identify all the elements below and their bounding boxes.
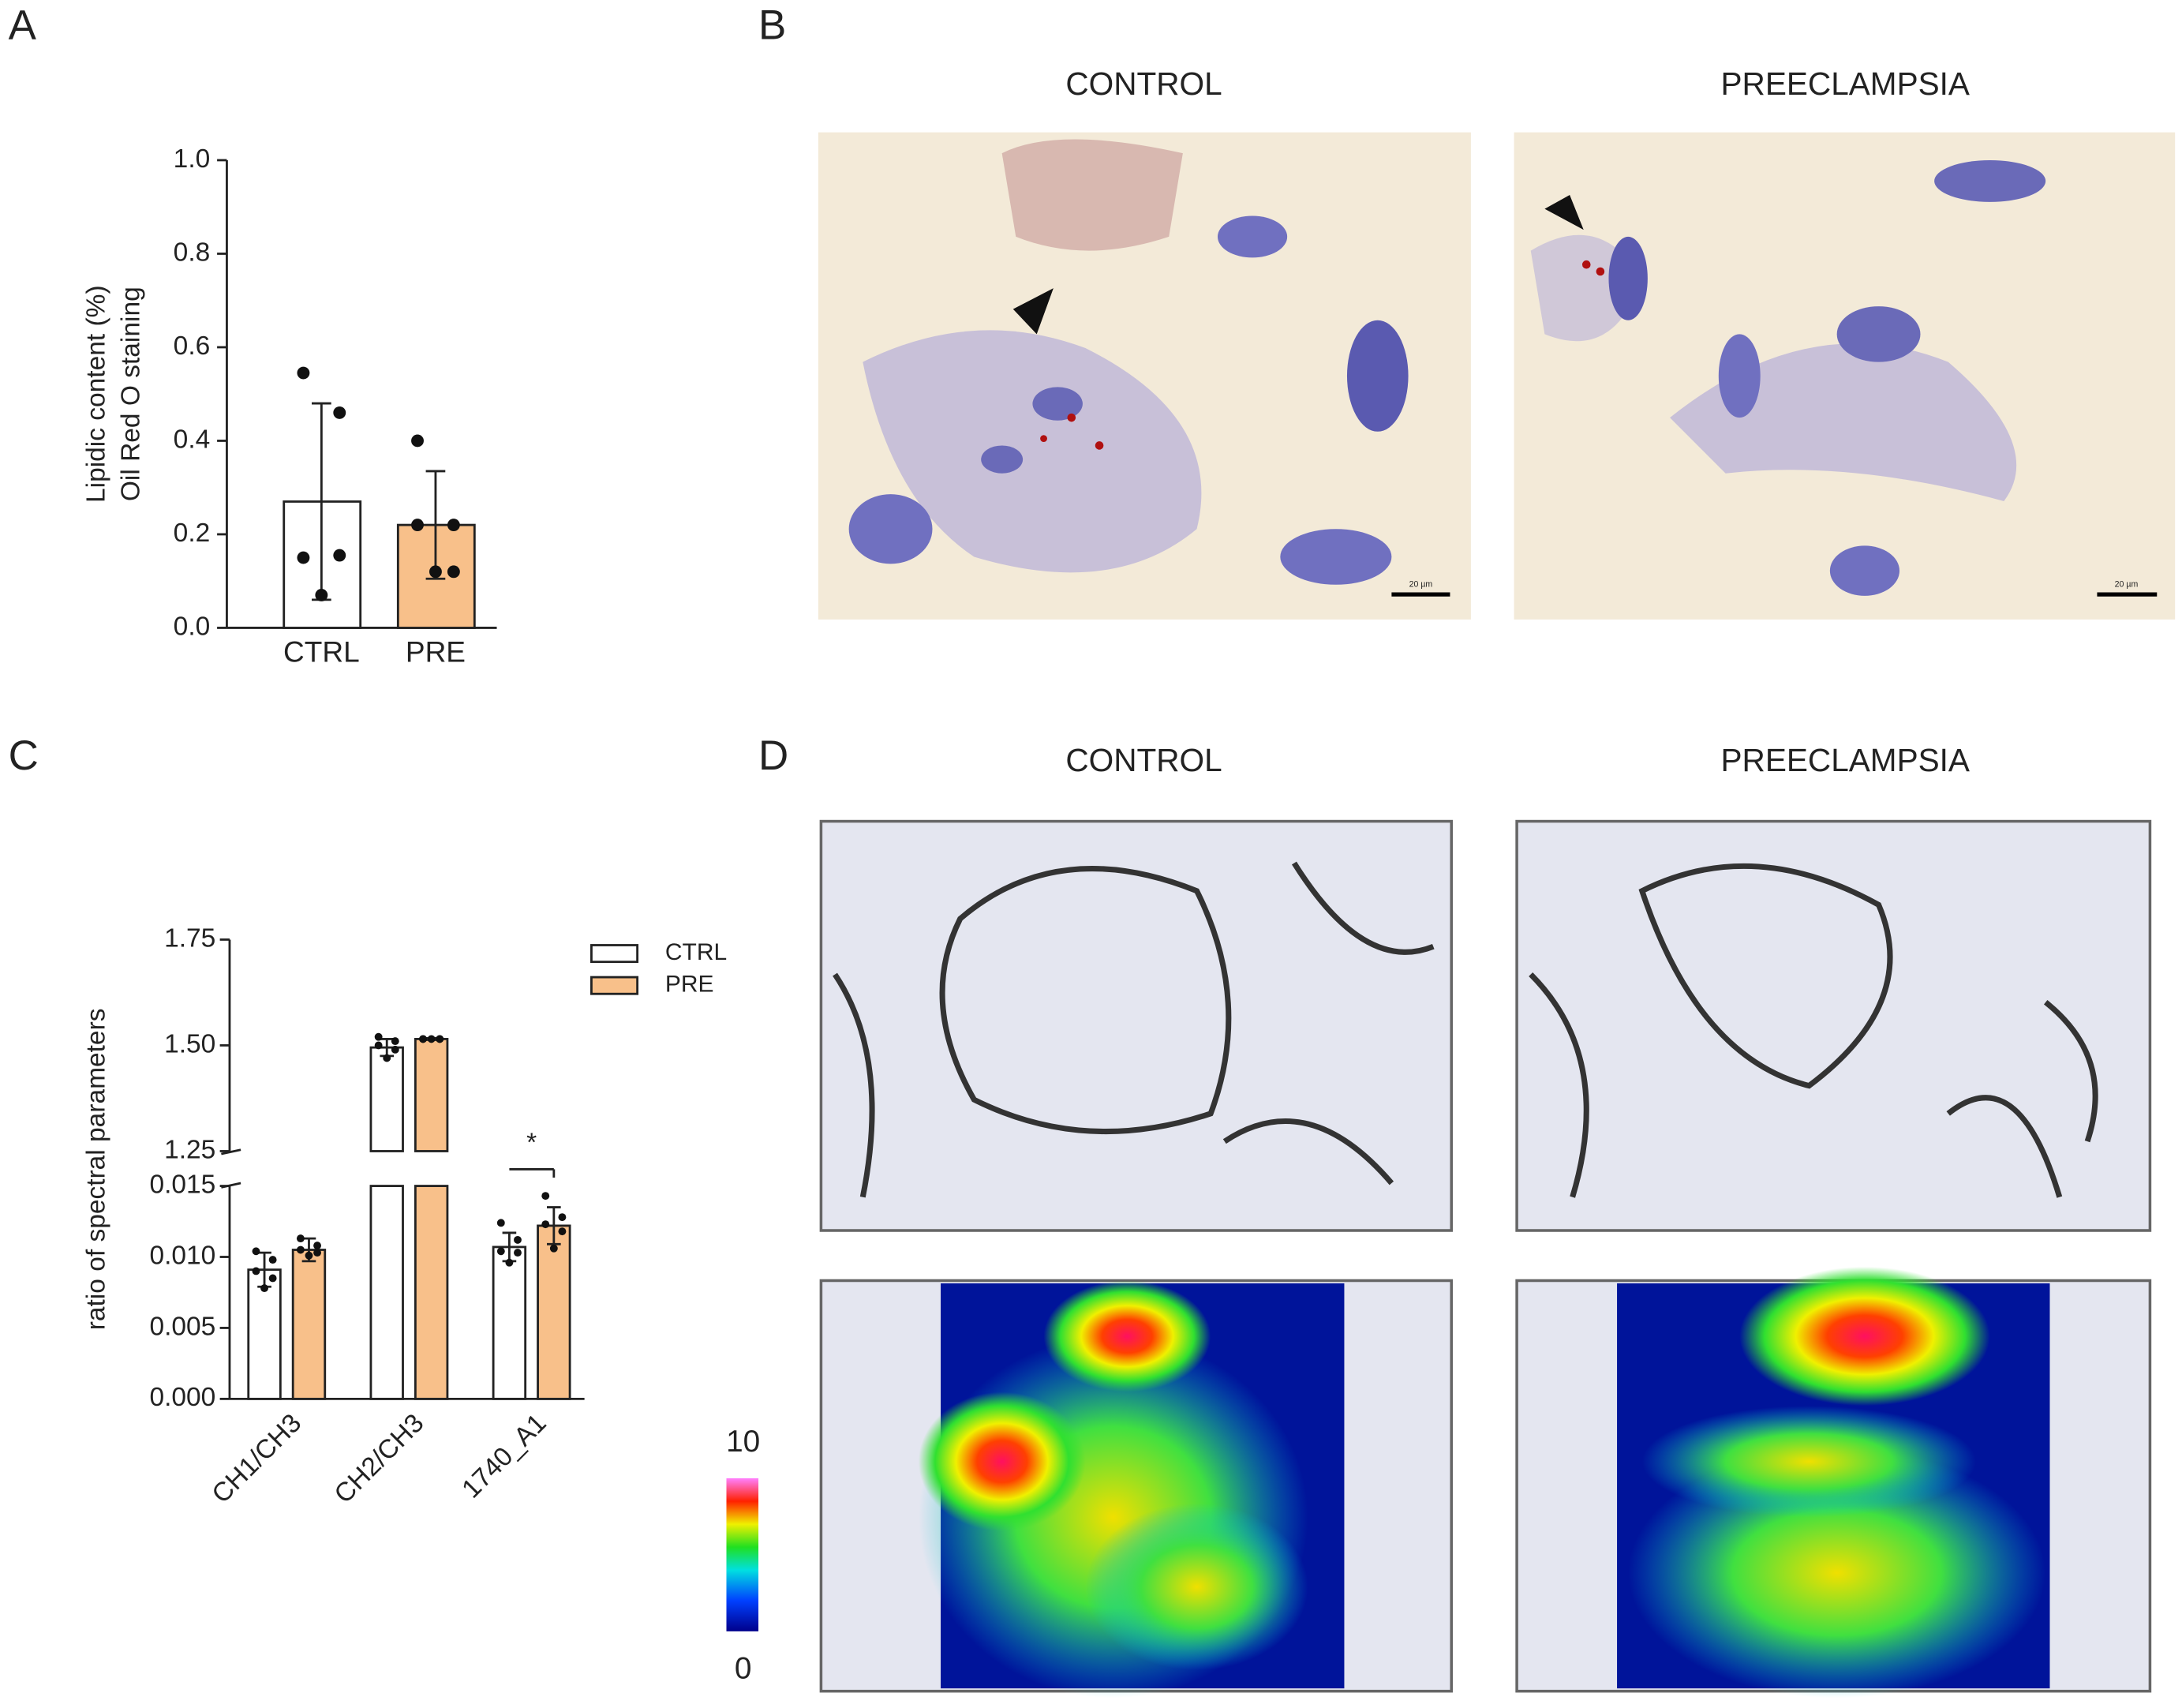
y-tick-label: 0.000 — [149, 1383, 215, 1412]
legend-swatch — [590, 976, 639, 995]
data-point — [505, 1258, 514, 1267]
x-tick-label: 1740_A1 — [457, 1409, 552, 1504]
data-point — [313, 1242, 321, 1250]
data-point — [411, 519, 424, 532]
data-point — [333, 406, 346, 419]
data-point — [333, 549, 346, 562]
x-tick-label: CH2/CH3 — [329, 1409, 430, 1510]
y-tick-label: 0.0 — [174, 612, 211, 641]
data-point — [514, 1235, 522, 1244]
legend-label: PRE — [665, 972, 714, 998]
y-tick-label: 0.4 — [174, 425, 211, 454]
axis-break — [221, 1182, 241, 1189]
colorbar-label: 0 — [735, 1651, 752, 1685]
data-point — [419, 1035, 428, 1043]
bar — [369, 1185, 404, 1400]
data-point — [252, 1267, 260, 1275]
scale-bar-label: 20 µm — [2115, 580, 2139, 590]
image-title: CONTROL — [1065, 742, 1222, 778]
data-point — [391, 1037, 399, 1046]
bar — [414, 1185, 449, 1400]
significance-label: * — [526, 1129, 537, 1158]
x-tick-label: CTRL — [283, 635, 360, 669]
data-point — [374, 1032, 383, 1041]
data-point — [268, 1274, 277, 1283]
panel-label: D — [758, 732, 788, 779]
y-tick-label: 0.010 — [149, 1241, 215, 1270]
y-tick-label: 1.0 — [174, 144, 211, 174]
image-title: PREECLAMPSIA — [1721, 742, 1970, 778]
axis-break — [221, 1148, 241, 1156]
data-point — [496, 1247, 505, 1256]
micrograph: 20 µm — [818, 132, 1471, 620]
y-axis-label: ratio of spectral parameters — [81, 1009, 110, 1331]
y-tick-label: 0.6 — [174, 331, 211, 361]
data-point — [447, 565, 460, 579]
data-point — [252, 1247, 260, 1256]
heatmap-image — [819, 1266, 2152, 1699]
data-point — [313, 1249, 321, 1257]
data-point — [296, 1234, 305, 1243]
x-tick-label: CH1/CH3 — [207, 1409, 308, 1510]
y-tick-label: 1.75 — [164, 923, 215, 953]
legend-swatch — [590, 944, 639, 964]
optical-image — [819, 819, 2152, 1232]
y-tick-label: 0.015 — [149, 1170, 215, 1199]
data-point — [496, 1219, 505, 1227]
data-point — [297, 366, 310, 380]
panel-label: B — [758, 2, 786, 48]
data-point — [296, 1245, 305, 1254]
y-axis-label: Lipidic content (%) — [81, 285, 110, 503]
bar — [291, 1249, 327, 1400]
panel-label: A — [9, 2, 37, 48]
colorbar — [726, 1478, 759, 1631]
legend-label: CTRL — [665, 939, 727, 965]
data-point — [260, 1284, 268, 1293]
data-point — [297, 551, 310, 564]
y-tick-label: 1.50 — [164, 1029, 215, 1058]
bar — [537, 1224, 571, 1400]
y-tick-label: 0.2 — [174, 519, 211, 548]
micrograph: 20 µm — [1514, 132, 2176, 620]
data-point — [268, 1256, 277, 1264]
colorbar-label: 10 — [726, 1425, 760, 1459]
data-point — [541, 1192, 550, 1200]
data-point — [315, 589, 328, 601]
data-point — [541, 1220, 550, 1229]
data-point — [558, 1213, 567, 1222]
image-title: CONTROL — [1065, 66, 1222, 102]
data-point — [305, 1251, 313, 1260]
data-point — [411, 434, 424, 448]
data-point — [429, 565, 442, 579]
y-axis-label: Oil Red O staining — [116, 287, 145, 501]
bar — [414, 1038, 449, 1152]
data-point — [514, 1249, 522, 1257]
x-tick-label: PRE — [406, 635, 466, 669]
data-point — [436, 1035, 444, 1043]
data-point — [558, 1227, 567, 1236]
panel-label: C — [9, 732, 39, 779]
data-point — [383, 1054, 391, 1062]
data-point — [427, 1035, 436, 1043]
bar — [369, 1046, 404, 1152]
image-title: PREECLAMPSIA — [1721, 66, 1970, 102]
scale-bar-label: 20 µm — [1409, 580, 1433, 590]
y-tick-label: 0.8 — [174, 238, 211, 267]
data-point — [549, 1244, 558, 1253]
y-tick-label: 0.005 — [149, 1312, 215, 1341]
y-tick-label: 1.25 — [164, 1135, 215, 1164]
data-point — [374, 1041, 383, 1050]
bar — [492, 1245, 527, 1400]
data-point — [391, 1045, 399, 1054]
data-point — [447, 519, 460, 532]
